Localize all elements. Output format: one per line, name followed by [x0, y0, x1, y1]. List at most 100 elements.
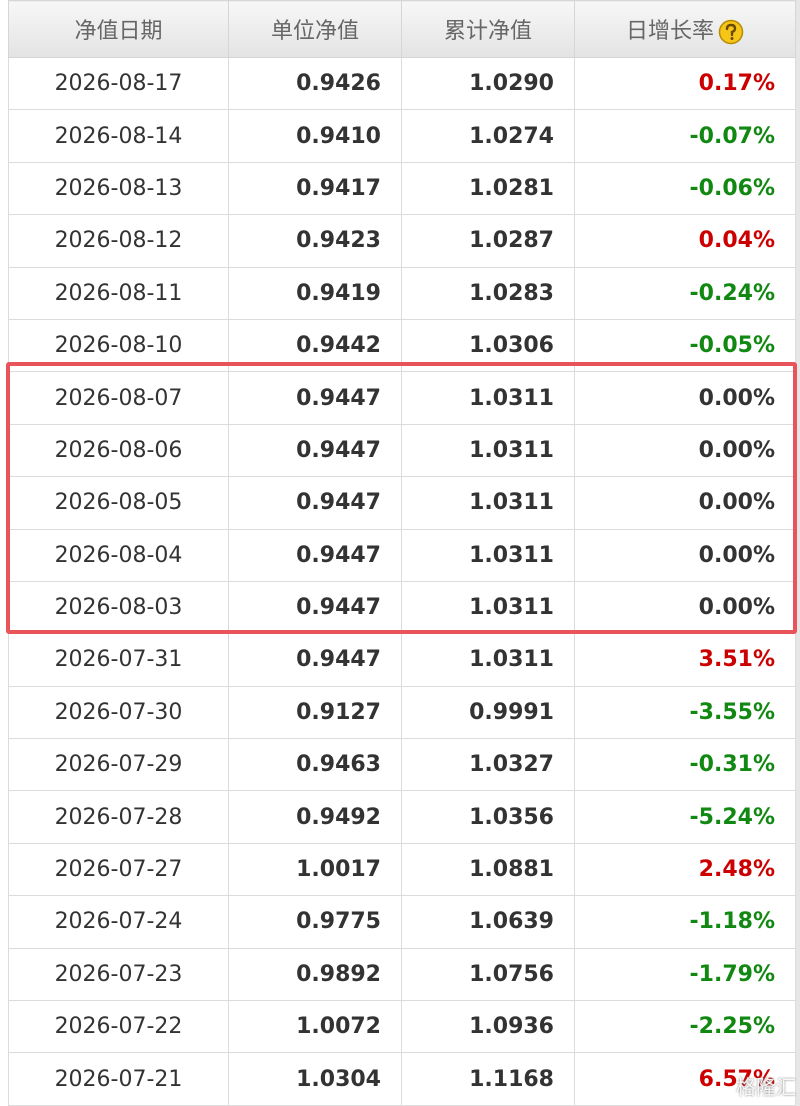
header-text: 单位净值 — [270, 19, 359, 44]
unit-nav-cell: 1.0017 — [228, 842, 402, 897]
data-row: 2026-08-06 0.9447 1.0311 0.00% — [8, 423, 796, 478]
data-row: 2026-08-04 0.9447 1.0311 0.00% — [8, 528, 796, 582]
cum-nav-cell: 1.0356 — [401, 790, 575, 844]
unit-nav-cell: 0.9463 — [228, 738, 402, 792]
data-row: 2026-07-24 0.9775 1.0639 -1.18% — [8, 895, 796, 949]
date-cell: 2026-07-27 — [8, 842, 229, 897]
cum-nav-cell: 1.0936 — [401, 1000, 575, 1054]
growth-cell: 0.00% — [574, 580, 796, 635]
cum-nav-cell: 1.0281 — [401, 161, 575, 216]
cum-nav-cell: 1.0274 — [401, 109, 575, 163]
unit-nav-cell: 0.9423 — [228, 214, 402, 268]
unit-nav-cell: 0.9410 — [228, 109, 402, 163]
data-row: 2026-08-07 0.9447 1.0311 0.00% — [8, 371, 796, 425]
date-cell: 2026-07-28 — [8, 790, 229, 844]
date-cell: 2026-07-30 — [8, 685, 229, 740]
data-row: 2026-07-30 0.9127 0.9991 -3.55% — [8, 685, 796, 740]
data-row: 2026-08-11 0.9419 1.0283 -0.24% — [8, 266, 796, 320]
unit-nav-cell: 0.9492 — [228, 790, 402, 844]
cum-nav-cell: 1.0283 — [401, 266, 575, 320]
growth-cell: -1.18% — [574, 895, 796, 949]
growth-cell: -1.79% — [574, 947, 796, 1002]
growth-cell: 0.00% — [574, 423, 796, 478]
cum-nav-cell: 1.0311 — [401, 371, 575, 425]
unit-nav-cell: 0.9426 — [228, 56, 402, 111]
cum-nav-cell: 1.0327 — [401, 738, 575, 792]
cum-nav-cell: 1.0311 — [401, 423, 575, 478]
header-row: 净值日期 单位净值 累计净值 日增长率 — [8, 0, 796, 58]
unit-nav-cell: 0.9892 — [228, 947, 402, 1002]
header-text: 累计净值 — [443, 19, 532, 44]
cum-nav-cell: 1.0311 — [401, 633, 575, 687]
growth-cell: -2.25% — [574, 1000, 796, 1054]
unit-nav-cell: 1.0072 — [228, 1000, 402, 1054]
cum-nav-cell: 1.0287 — [401, 214, 575, 268]
header-cell: 净值日期 — [8, 0, 229, 58]
watermark: 格隆汇 — [736, 1075, 796, 1099]
unit-nav-cell: 0.9775 — [228, 895, 402, 949]
growth-cell: -0.31% — [574, 738, 796, 792]
growth-cell: 2.48% — [574, 842, 796, 897]
unit-nav-cell: 0.9447 — [228, 476, 402, 530]
cum-nav-cell: 1.0881 — [401, 842, 575, 897]
header-cell: 单位净值 — [228, 0, 402, 58]
date-cell: 2026-08-05 — [8, 476, 229, 530]
data-row: 2026-07-27 1.0017 1.0881 2.48% — [8, 842, 796, 897]
unit-nav-cell: 0.9447 — [228, 580, 402, 635]
date-cell: 2026-07-24 — [8, 895, 229, 949]
date-cell: 2026-07-22 — [8, 1000, 229, 1054]
cum-nav-cell: 1.0290 — [401, 56, 575, 111]
cum-nav-cell: 1.1168 — [401, 1052, 575, 1106]
data-row: 2026-08-03 0.9447 1.0311 0.00% — [8, 580, 796, 635]
header-text: 日增长率 — [625, 19, 714, 44]
growth-cell: 0.04% — [574, 214, 796, 268]
cum-nav-cell: 0.9991 — [401, 685, 575, 740]
date-cell: 2026-08-13 — [8, 161, 229, 216]
table-body: 2026-08-17 0.9426 1.0290 0.17% 2026-08-14 0.9… — [8, 56, 796, 1106]
unit-nav-cell: 0.9127 — [228, 685, 402, 740]
help-icon[interactable] — [718, 19, 744, 45]
header-cell: 累计净值 — [401, 0, 575, 58]
scroll-strip — [795, 0, 800, 1106]
data-row: 2026-08-14 0.9410 1.0274 -0.07% — [8, 109, 796, 163]
date-cell: 2026-07-23 — [8, 947, 229, 1002]
unit-nav-cell: 0.9417 — [228, 161, 402, 216]
date-cell: 2026-08-12 — [8, 214, 229, 268]
data-row: 2026-08-13 0.9417 1.0281 -0.06% — [8, 161, 796, 216]
cum-nav-cell: 1.0311 — [401, 528, 575, 582]
data-row: 2026-07-29 0.9463 1.0327 -0.31% — [8, 738, 796, 792]
data-row: 2026-07-28 0.9492 1.0356 -5.24% — [8, 790, 796, 844]
data-row: 2026-07-23 0.9892 1.0756 -1.79% — [8, 947, 796, 1002]
growth-cell: -3.55% — [574, 685, 796, 740]
header-cell: 日增长率 — [574, 0, 796, 58]
table-head: 净值日期 单位净值 累计净值 日增长率 — [8, 0, 796, 58]
date-cell: 2026-08-03 — [8, 580, 229, 635]
data-row: 2026-08-12 0.9423 1.0287 0.04% — [8, 214, 796, 268]
unit-nav-cell: 0.9447 — [228, 371, 402, 425]
data-row: 2026-07-21 1.0304 1.1168 6.57% — [8, 1052, 796, 1106]
growth-cell: 0.00% — [574, 528, 796, 582]
cum-nav-cell: 1.0639 — [401, 895, 575, 949]
growth-cell: -5.24% — [574, 790, 796, 844]
highlight-box — [6, 362, 797, 634]
growth-cell: 3.51% — [574, 633, 796, 687]
data-row: 2026-08-17 0.9426 1.0290 0.17% — [8, 56, 796, 111]
growth-cell: -0.24% — [574, 266, 796, 320]
date-cell: 2026-08-14 — [8, 109, 229, 163]
cum-nav-cell: 1.0756 — [401, 947, 575, 1002]
date-cell: 2026-07-21 — [8, 1052, 229, 1106]
date-cell: 2026-08-17 — [8, 56, 229, 111]
growth-cell: 6.57% — [574, 1052, 796, 1106]
growth-cell: -0.06% — [574, 161, 796, 216]
date-cell: 2026-07-31 — [8, 633, 229, 687]
unit-nav-cell: 0.9419 — [228, 266, 402, 320]
date-cell: 2026-07-29 — [8, 738, 229, 792]
unit-nav-cell: 1.0304 — [228, 1052, 402, 1106]
growth-cell: -0.07% — [574, 109, 796, 163]
header-text: 净值日期 — [74, 19, 163, 44]
date-cell: 2026-08-11 — [8, 266, 229, 320]
unit-nav-cell: 0.9447 — [228, 528, 402, 582]
nav-table: 净值日期 单位净值 累计净值 日增长率 2026-08-17 0.9426 1.02… — [8, 0, 796, 1106]
growth-cell: 0.17% — [574, 56, 796, 111]
